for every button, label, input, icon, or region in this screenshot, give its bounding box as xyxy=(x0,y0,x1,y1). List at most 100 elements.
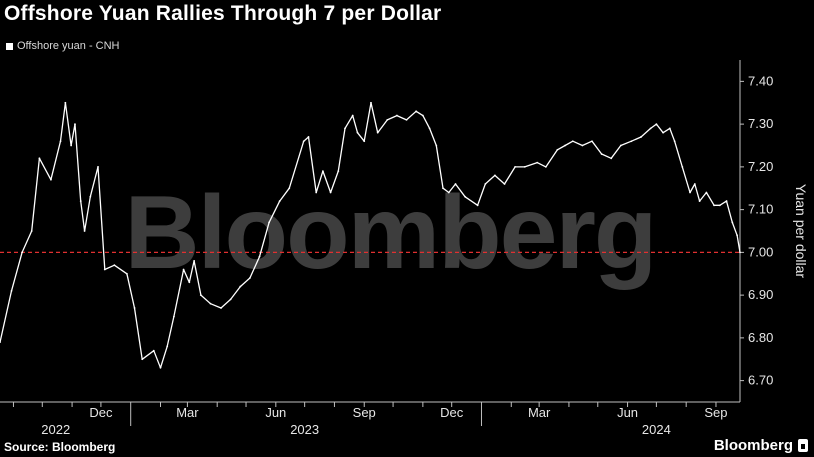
brand-name: Bloomberg xyxy=(713,437,793,454)
data-point xyxy=(307,136,310,138)
x-tick-label: Dec xyxy=(89,405,113,420)
data-point xyxy=(428,127,431,130)
data-point xyxy=(182,268,185,271)
y-tick-label: 7.00 xyxy=(748,244,773,259)
data-point xyxy=(630,140,633,143)
data-point xyxy=(30,230,33,232)
data-point xyxy=(248,277,251,279)
data-point xyxy=(166,345,169,348)
x-tick-label: Sep xyxy=(704,405,727,420)
data-point xyxy=(363,140,366,143)
data-point xyxy=(133,307,136,309)
data-point xyxy=(484,183,487,185)
data-point xyxy=(258,255,261,258)
data-point xyxy=(344,127,346,130)
data-point xyxy=(337,170,340,173)
x-tick-label: Sep xyxy=(353,405,376,420)
data-point xyxy=(315,191,318,194)
data-point xyxy=(89,195,92,198)
data-point xyxy=(698,200,701,202)
data-point xyxy=(278,200,281,202)
data-point xyxy=(503,183,506,185)
source-note: Source: Bloomberg xyxy=(4,440,116,454)
data-point xyxy=(239,285,242,288)
data-point xyxy=(97,165,99,168)
data-point xyxy=(447,191,450,194)
data-point xyxy=(454,183,457,185)
data-point xyxy=(476,204,479,207)
data-point xyxy=(0,341,1,344)
data-point xyxy=(38,157,41,160)
data-point xyxy=(386,118,389,121)
data-point xyxy=(668,127,671,130)
data-point xyxy=(64,101,67,104)
data-point xyxy=(152,349,155,352)
legend-swatch xyxy=(6,42,13,50)
data-point xyxy=(731,221,734,224)
data-point xyxy=(370,101,372,104)
data-point xyxy=(193,260,196,262)
data-point xyxy=(600,153,603,155)
watermark: Bloomberg xyxy=(125,175,656,291)
data-point xyxy=(268,221,270,224)
x-tick-label: Mar xyxy=(528,405,551,420)
data-point xyxy=(329,191,332,194)
data-point xyxy=(199,294,202,297)
y-axis-title: Yuan per dollar xyxy=(793,184,809,279)
y-tick-label: 7.20 xyxy=(748,159,773,174)
data-point xyxy=(736,234,739,237)
data-point xyxy=(396,114,398,117)
data-point xyxy=(209,302,212,305)
data-point xyxy=(718,204,721,207)
data-point xyxy=(415,110,418,113)
data-point xyxy=(288,187,291,190)
data-point xyxy=(649,127,652,130)
data-point xyxy=(59,140,62,143)
data-point xyxy=(739,251,741,254)
x-tick-label: Mar xyxy=(176,405,199,420)
data-point xyxy=(673,140,676,143)
data-point xyxy=(50,178,52,181)
chart-title: Offshore Yuan Rallies Through 7 per Doll… xyxy=(4,2,442,25)
data-point xyxy=(571,140,574,143)
data-point xyxy=(405,118,408,121)
data-point xyxy=(83,230,86,232)
data-point xyxy=(125,272,128,275)
x-year-label: 2023 xyxy=(290,422,319,437)
y-tick-label: 6.80 xyxy=(748,330,773,345)
x-tick-label: Jun xyxy=(265,405,286,420)
data-point xyxy=(159,366,162,369)
data-point xyxy=(619,144,622,147)
legend-label: Offshore yuan - CNH xyxy=(17,40,120,52)
data-point xyxy=(713,204,715,207)
data-point xyxy=(681,165,684,168)
data-point xyxy=(640,136,642,138)
data-point xyxy=(188,281,191,284)
data-point xyxy=(356,131,359,134)
y-tick-label: 6.70 xyxy=(748,373,773,388)
data-point xyxy=(591,140,593,143)
data-point xyxy=(141,358,144,361)
data-point xyxy=(725,200,728,202)
data-point xyxy=(322,170,324,173)
data-point xyxy=(662,131,665,134)
data-point xyxy=(302,140,305,143)
data-point xyxy=(351,114,354,117)
legend: Offshore yuan - CNH xyxy=(6,40,120,52)
y-tick-label: 6.90 xyxy=(748,287,773,302)
data-point xyxy=(464,195,467,198)
data-point xyxy=(421,114,424,117)
data-point xyxy=(220,307,222,309)
data-point xyxy=(556,148,559,151)
data-point xyxy=(705,191,708,194)
data-point xyxy=(21,251,24,254)
data-point xyxy=(442,187,444,190)
data-point xyxy=(113,264,116,267)
data-point xyxy=(173,315,175,318)
brand-logo: Bloomberg xyxy=(714,437,808,454)
x-year-label: 2024 xyxy=(642,422,671,437)
y-tick-label: 7.30 xyxy=(748,116,773,131)
data-point xyxy=(494,174,496,177)
data-point xyxy=(655,123,658,126)
